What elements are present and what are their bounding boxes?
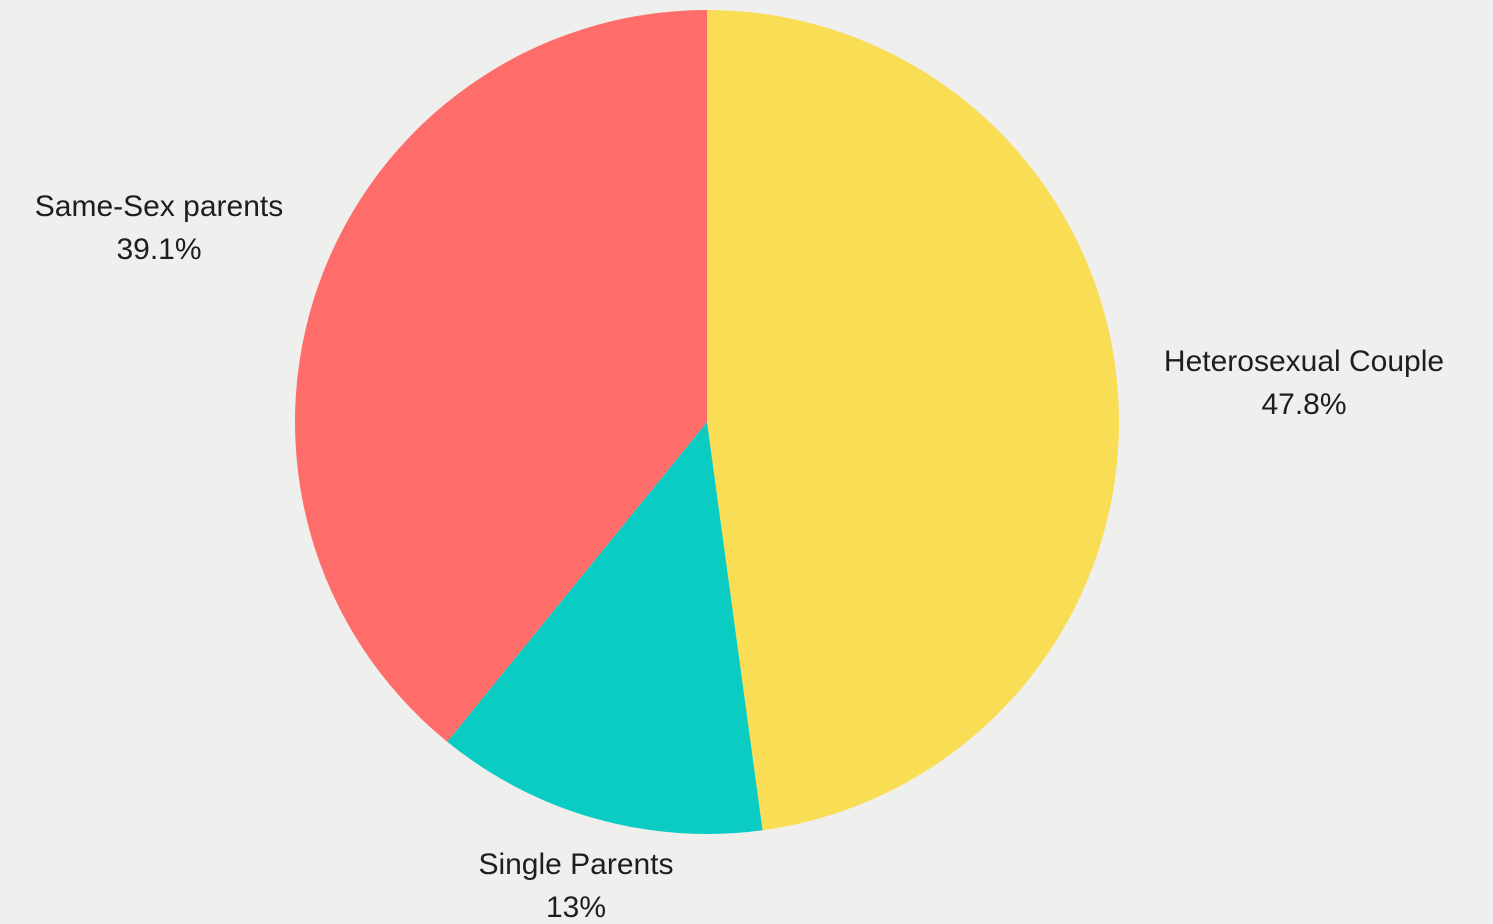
- slice-value-label: 47.8%: [1261, 388, 1346, 421]
- slice-label: Single Parents: [478, 848, 673, 881]
- pie-slice: [447, 422, 763, 835]
- slice-label: Heterosexual Couple: [1164, 345, 1444, 378]
- slice-label: Same-Sex parents: [35, 190, 283, 223]
- slice-value-label: 13%: [546, 891, 606, 924]
- slice-value-label: 39.1%: [116, 233, 201, 266]
- pie-slice: [295, 10, 707, 742]
- pie-slice: [707, 10, 1120, 831]
